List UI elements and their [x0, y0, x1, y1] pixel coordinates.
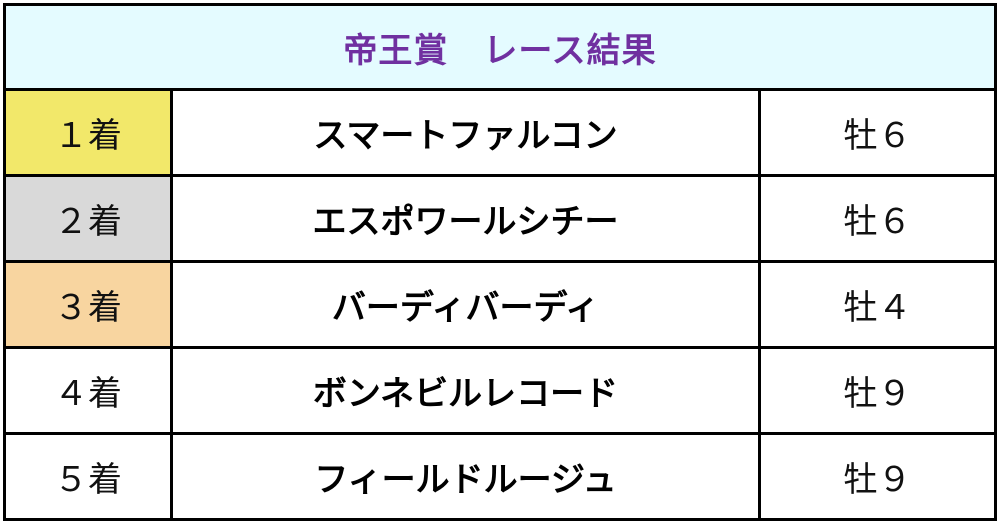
- table-row: ２着 エスポワールシチー 牡６: [3, 174, 997, 263]
- table-title: 帝王賞 レース結果: [3, 3, 997, 91]
- place-cell: ４着: [3, 346, 173, 435]
- horse-name-cell: フィールドルージュ: [170, 432, 761, 521]
- horse-name-cell: ボンネビルレコード: [170, 346, 761, 435]
- sex-age-cell: 牡６: [758, 174, 997, 263]
- place-cell: ５着: [3, 432, 173, 521]
- place-cell: ３着: [3, 260, 173, 349]
- sex-age-cell: 牡９: [758, 346, 997, 435]
- table-row: ５着 フィールドルージュ 牡９: [3, 432, 997, 521]
- place-cell: ２着: [3, 174, 173, 263]
- table-row: ４着 ボンネビルレコード 牡９: [3, 346, 997, 435]
- table-row: １着 スマートファルコン 牡６: [3, 88, 997, 177]
- race-results-table: 帝王賞 レース結果 １着 スマートファルコン 牡６ ２着 エスポワールシチー 牡…: [3, 3, 997, 521]
- horse-name-cell: エスポワールシチー: [170, 174, 761, 263]
- table-row: ３着 バーディバーディ 牡４: [3, 260, 997, 349]
- sex-age-cell: 牡４: [758, 260, 997, 349]
- place-cell: １着: [3, 88, 173, 177]
- horse-name-cell: バーディバーディ: [170, 260, 761, 349]
- horse-name-cell: スマートファルコン: [170, 88, 761, 177]
- sex-age-cell: 牡６: [758, 88, 997, 177]
- sex-age-cell: 牡９: [758, 432, 997, 521]
